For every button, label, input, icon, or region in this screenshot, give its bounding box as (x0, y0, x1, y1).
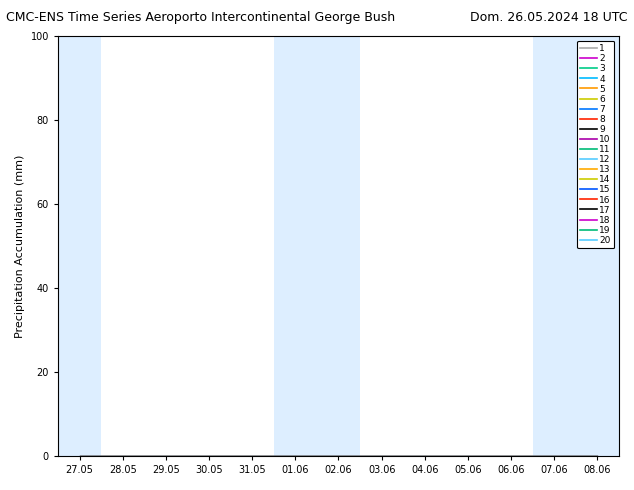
Bar (58, 36, 101, 456)
Text: CMC-ENS Time Series Aeroporto Intercontinental George Bush: CMC-ENS Time Series Aeroporto Interconti… (6, 11, 396, 24)
Text: Dom. 26.05.2024 18 UTC: Dom. 26.05.2024 18 UTC (470, 11, 628, 24)
Bar (533, 36, 619, 456)
Bar (274, 36, 360, 456)
Y-axis label: Precipitation Accumulation (mm): Precipitation Accumulation (mm) (15, 154, 25, 338)
Legend: 1, 2, 3, 4, 5, 6, 7, 8, 9, 10, 11, 12, 13, 14, 15, 16, 17, 18, 19, 20: 1, 2, 3, 4, 5, 6, 7, 8, 9, 10, 11, 12, 1… (577, 41, 614, 248)
